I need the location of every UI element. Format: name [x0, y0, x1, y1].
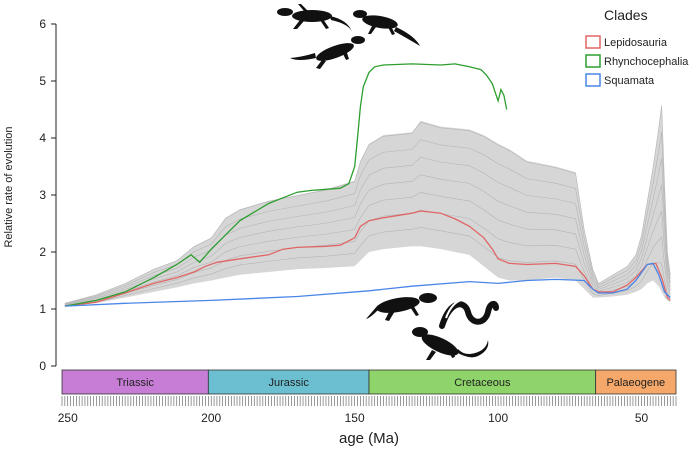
sample-line [64, 131, 671, 305]
series-line-lepidosauria [64, 210, 671, 307]
snake-silhouette [439, 298, 499, 329]
period-cretaceous [368, 369, 597, 395]
sample-line [64, 227, 671, 307]
period-palaeogene [595, 369, 677, 395]
legend-title: Clades [604, 7, 648, 23]
legend-swatch-lepidosauria [585, 35, 601, 49]
y-tick-label: 3 [39, 188, 46, 202]
sample-band-area [64, 103, 671, 307]
geologic-period-bar: Triassic Jurassic Cretaceous Palaeogene [61, 369, 677, 395]
lizard-silhouette [290, 36, 365, 69]
tuatara-silhouette [353, 10, 420, 46]
y-tick-label: 6 [39, 17, 46, 31]
amphisbaenian-silhouette [412, 327, 489, 360]
x-axis-ticks: 250 200 150 100 50 [58, 396, 677, 425]
sample-line [64, 209, 671, 306]
period-label-triassic: Triassic [116, 377, 154, 389]
y-tick-label: 1 [39, 302, 46, 316]
rhynchocephalian-lizard-silhouette [277, 4, 352, 32]
legend: Clades Lepidosauria Rhynchocephalia Squamat… [585, 7, 689, 87]
series-line-rhynchocephalia [64, 63, 508, 307]
y-axis-label: Relative rate of evolution [3, 126, 15, 247]
period-jurassic [207, 369, 370, 395]
y-tick-label: 5 [39, 74, 46, 88]
x-tick-label: 150 [345, 411, 365, 425]
legend-label-squamata: Squamata [604, 75, 655, 87]
x-tick-label: 200 [201, 411, 221, 425]
period-label-jurassic: Jurassic [268, 377, 309, 389]
series-lines [64, 63, 671, 307]
x-tick-label: 250 [58, 411, 78, 425]
y-tick-label: 0 [39, 359, 46, 373]
x-tick-label: 100 [488, 411, 508, 425]
squamate-lizard-silhouette [366, 293, 437, 321]
x-axis-label: age (Ma) [339, 430, 399, 447]
legend-label-rhynchocephalia: Rhynchocephalia [604, 56, 689, 68]
sample-line [64, 192, 671, 306]
series-line-squamata [64, 262, 671, 307]
sample-line [64, 105, 671, 304]
legend-swatch-rhynchocephalia [585, 54, 601, 68]
legend-swatch-squamata [585, 73, 601, 87]
axes: 0 1 2 3 4 5 6 [39, 17, 57, 373]
period-label-cretaceous: Cretaceous [454, 377, 511, 389]
y-tick-label: 2 [39, 245, 46, 259]
x-tick-label: 50 [635, 411, 649, 425]
sample-line [64, 174, 671, 305]
y-tick-label: 4 [39, 131, 46, 145]
period-label-palaeogene: Palaeogene [606, 377, 665, 389]
period-triassic [61, 369, 209, 395]
legend-label-lepidosauria: Lepidosauria [604, 37, 668, 49]
